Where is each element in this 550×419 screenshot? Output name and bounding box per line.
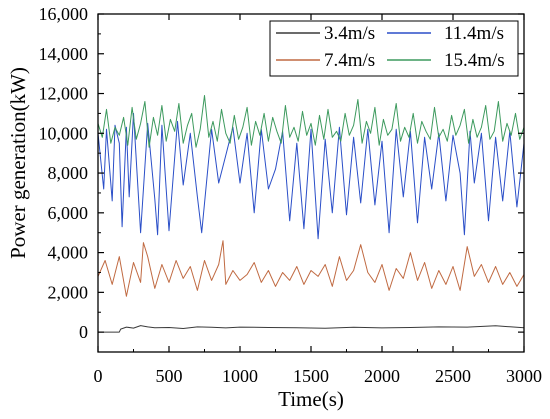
x-tick-label: 500	[156, 366, 183, 386]
y-tick-label: 4,000	[48, 243, 89, 263]
y-tick-label: 0	[79, 322, 88, 342]
x-tick-label: 2500	[435, 366, 471, 386]
legend-label-3: 7.4m/s	[324, 50, 375, 71]
x-tick-label: 1000	[222, 366, 258, 386]
y-tick-label: 16,000	[39, 4, 89, 24]
x-tick-label: 2000	[364, 366, 400, 386]
y-tick-label: 2,000	[48, 282, 89, 302]
legend-box	[269, 20, 519, 77]
series-line-1	[98, 325, 525, 333]
legend-label-2: 11.4m/s	[444, 23, 504, 44]
legend-label-1: 3.4m/s	[324, 23, 375, 44]
legend-label-4: 15.4m/s	[444, 50, 505, 71]
y-tick-label: 6,000	[48, 203, 89, 223]
series-line-4	[97, 95, 525, 148]
y-tick-label: 12,000	[39, 84, 89, 104]
x-tick-label: 1500	[293, 366, 329, 386]
x-tick-label: 0	[94, 366, 103, 386]
series-lines	[97, 95, 525, 333]
y-tick-label: 10,000	[39, 123, 89, 143]
y-tick-label: 14,000	[39, 44, 89, 64]
series-line-2	[97, 112, 525, 240]
x-axis-title: Time(s)	[278, 387, 344, 411]
x-tick-label: 3000	[506, 366, 542, 386]
series-line-3	[97, 240, 525, 297]
y-axis-title: Power generation(kW)	[6, 67, 30, 259]
axes: 0 500 1000 1500 2000 2500 3000 0 2,000 4,000 6,000…	[39, 4, 543, 386]
y-tick-label: 8,000	[48, 163, 89, 183]
legend: 3.4m/s 11.4m/s 7.4m/s 15.4m/s	[269, 20, 519, 77]
